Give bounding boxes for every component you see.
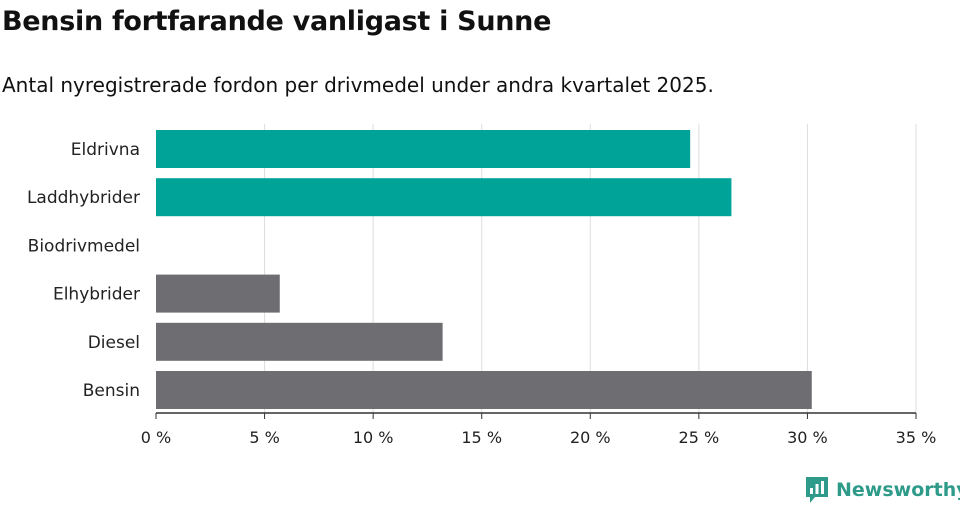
category-label: Elhybrider [53, 285, 140, 305]
bar-chart: 0 % 5 % 10 % 15 % 20 % 25 % 30 % 35 % Eldrivna L… [27, 124, 937, 447]
brand-name: Newsworthy [836, 479, 960, 501]
newsworthy-logo[interactable]: Newsworthy [804, 475, 960, 505]
gridlines [264, 124, 917, 413]
bar-laddhybrider [156, 178, 732, 217]
bar-elhybrider [156, 274, 280, 313]
x-tick-label: 15 % [461, 428, 502, 447]
x-tick-label: 0 % [141, 428, 171, 447]
category-label: Diesel [88, 333, 140, 353]
newsworthy-logo-icon [806, 477, 828, 503]
bar-eldrivna [156, 130, 691, 168]
x-tick-label: 35 % [896, 428, 937, 447]
category-label: Bensin [83, 381, 140, 401]
category-label: Biodrivmedel [28, 236, 140, 256]
x-tick-label: 5 % [249, 428, 279, 447]
x-tick-label: 25 % [679, 428, 720, 447]
x-tick-label: 20 % [570, 428, 611, 447]
bars [156, 130, 812, 409]
chart-subtitle: Antal nyregistrerade fordon per drivmede… [2, 73, 714, 97]
bar-diesel [156, 322, 443, 361]
x-tick-label: 10 % [353, 428, 394, 447]
x-tick-label: 30 % [787, 428, 828, 447]
category-label: Laddhybrider [27, 188, 140, 208]
bar-bensin [156, 371, 812, 409]
category-labels: Eldrivna Laddhybrider Biodrivmedel Elhybrid… [27, 140, 140, 401]
chart-title: Bensin fortfarande vanligast i Sunne [2, 6, 552, 37]
x-axis: 0 % 5 % 10 % 15 % 20 % 25 % 30 % 35 % [141, 412, 937, 447]
category-label: Eldrivna [71, 140, 140, 160]
